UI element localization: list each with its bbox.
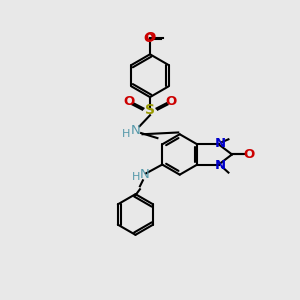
Text: O: O xyxy=(143,32,154,45)
Text: N: N xyxy=(214,137,225,150)
Text: O: O xyxy=(123,95,134,108)
Text: H: H xyxy=(132,172,140,182)
Text: O: O xyxy=(166,95,177,108)
Text: N: N xyxy=(140,168,150,181)
Text: N: N xyxy=(214,159,225,172)
Text: O: O xyxy=(144,32,156,44)
Text: O: O xyxy=(243,148,255,161)
Text: N: N xyxy=(130,124,140,137)
Text: H: H xyxy=(122,129,130,139)
Text: S: S xyxy=(145,103,155,117)
